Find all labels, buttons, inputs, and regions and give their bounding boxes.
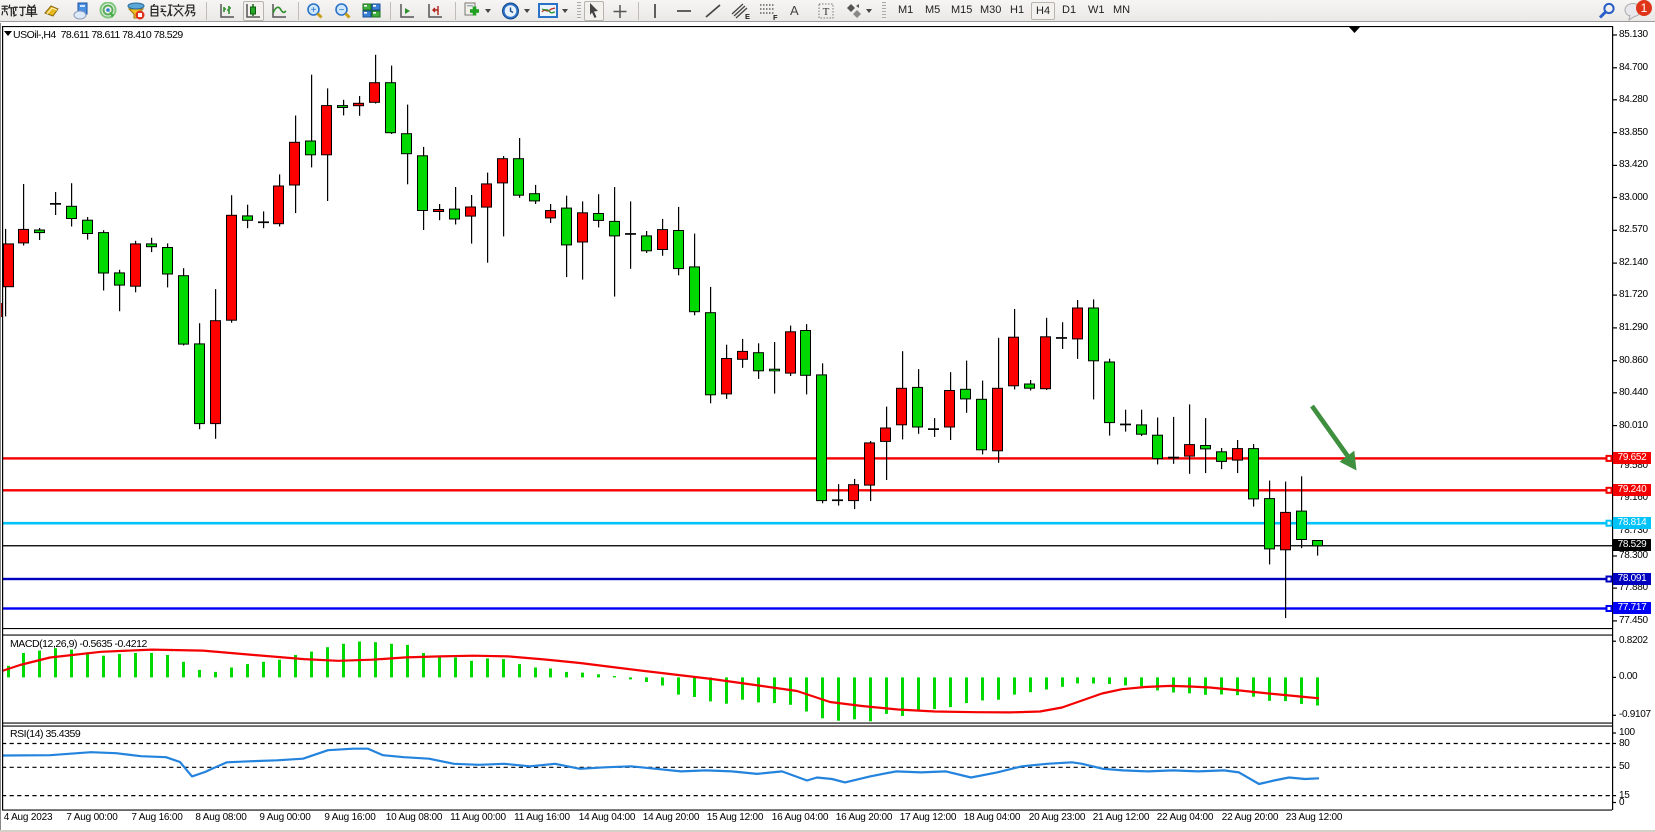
svg-text:1: 1 <box>1641 1 1648 15</box>
svg-text:−: − <box>339 5 345 16</box>
svg-text:T: T <box>823 6 830 18</box>
svg-text:+: + <box>311 5 317 16</box>
svg-text:E: E <box>745 12 750 21</box>
svg-text:F: F <box>773 13 778 21</box>
